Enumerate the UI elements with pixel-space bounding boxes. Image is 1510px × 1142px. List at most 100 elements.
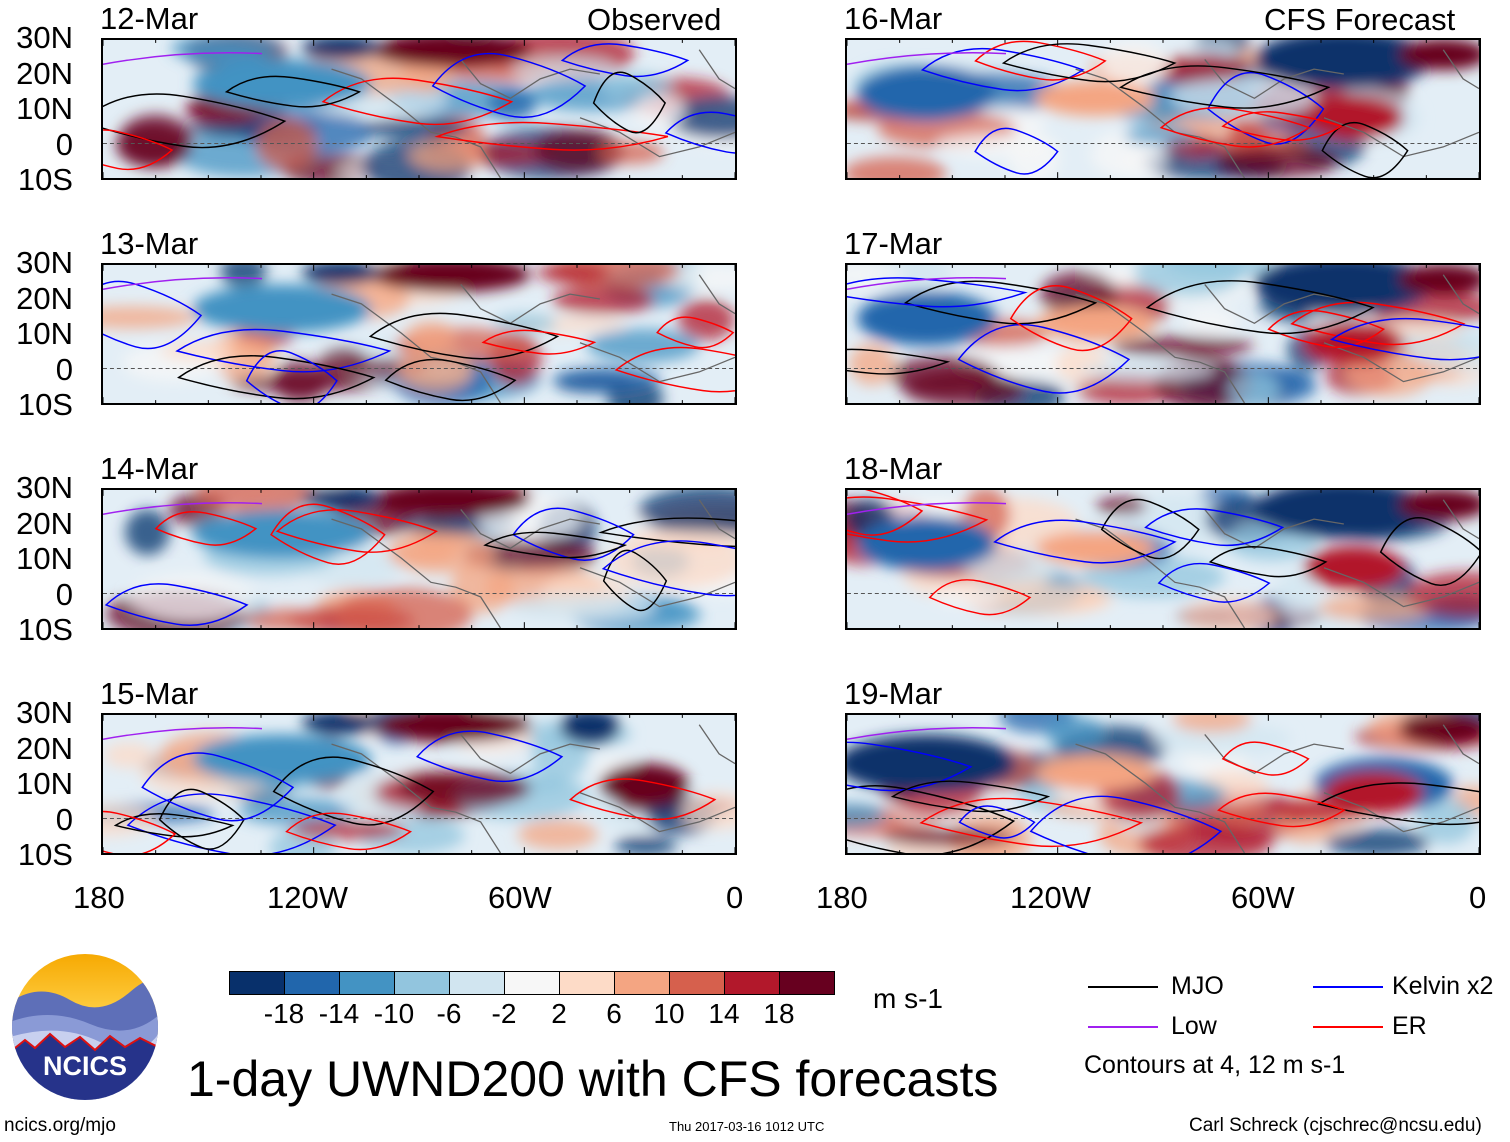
wind-anomaly-blob — [362, 117, 468, 139]
lat-label: 10N — [16, 316, 73, 351]
lat-label: 0 — [55, 801, 73, 837]
mjo-contour — [1208, 546, 1328, 578]
kelvin-contour — [958, 805, 1036, 839]
panel-date: 17-Mar — [844, 226, 943, 261]
wind-anomaly-blob — [220, 265, 267, 289]
panel-date: 16-Mar — [844, 1, 943, 36]
lat-label: 10S — [17, 837, 73, 872]
er-contour — [1290, 301, 1466, 346]
footer-url[interactable]: ncics.org/mjo — [4, 1115, 116, 1136]
mjo-contour — [1321, 121, 1409, 178]
panel-date: 12-Mar — [100, 1, 199, 36]
mjo-contour — [224, 75, 362, 108]
wind-anomaly-blob — [961, 549, 1066, 582]
mjo-contour — [903, 280, 1098, 325]
er-contour — [1159, 107, 1311, 148]
er-contour — [656, 316, 735, 349]
er-contour — [103, 810, 177, 853]
colorbar-tick-label: 6 — [606, 998, 622, 1029]
coastline — [331, 724, 735, 853]
low-contour — [103, 277, 263, 291]
low-contour — [847, 502, 1007, 516]
mjo-contour — [1316, 782, 1479, 826]
wind-anomaly-blob — [1325, 828, 1430, 853]
wind-anomaly-blob — [535, 265, 611, 284]
kelvin-contour — [103, 280, 203, 350]
er-contour — [847, 490, 924, 536]
wind-anomaly-blob — [680, 792, 735, 830]
kelvin-contour — [104, 583, 249, 626]
wind-anomaly-blob — [902, 370, 1023, 403]
map-panel-19-mar — [845, 713, 1481, 855]
er-contour — [1221, 111, 1344, 141]
lat-label: 30N — [16, 20, 73, 55]
lat-label: 30N — [16, 470, 73, 505]
wind-anomaly-blob — [1166, 265, 1277, 278]
wind-anomaly-blob — [405, 320, 456, 351]
wind-anomaly-blob — [256, 118, 316, 171]
wind-anomaly-blob — [1169, 76, 1317, 118]
wind-anomaly-blob — [1045, 715, 1105, 750]
mjo-contour — [1379, 517, 1479, 586]
footer-timestamp: Thu 2017-03-16 1012 UTC — [669, 1119, 825, 1134]
wind-anomaly-blob — [1417, 798, 1476, 844]
kelvin-contour — [175, 328, 392, 373]
wind-anomaly-blob — [125, 509, 170, 556]
coastline — [1075, 724, 1479, 853]
wind-anomaly-blob — [398, 347, 474, 393]
low-contour — [103, 502, 263, 516]
low-contour — [847, 277, 1007, 291]
wind-anomaly-blob — [1275, 570, 1319, 622]
colorbar-swatch — [725, 972, 780, 994]
wind-anomaly-blob — [170, 40, 281, 64]
lat-label: 20N — [16, 505, 73, 541]
low-line-swatch — [1088, 1026, 1158, 1028]
mjo-contour — [103, 93, 287, 149]
contour-note: Contours at 4, 12 m s-1 — [1084, 1051, 1346, 1079]
wind-anomaly-blob — [847, 802, 886, 828]
colorbar-tick-label: 14 — [708, 998, 740, 1029]
mjo-contour — [177, 355, 376, 400]
wind-anomaly-blob — [638, 490, 735, 537]
kelvin-contour — [431, 52, 587, 119]
kelvin-contour — [560, 43, 690, 78]
er-contour — [1217, 792, 1346, 828]
lon-label-right: 0 — [1469, 880, 1487, 915]
kelvin-contour — [141, 752, 295, 822]
kelvin-contour — [993, 519, 1177, 564]
er-line-swatch — [1313, 1026, 1383, 1028]
lat-label: 10S — [17, 612, 73, 647]
map-panel-13-mar — [101, 263, 737, 405]
legend-low: Low — [1171, 1012, 1217, 1040]
er-contour — [1009, 284, 1133, 352]
mjo-contour — [1001, 43, 1177, 83]
er-contour — [270, 503, 386, 565]
wind-anomaly-blob — [450, 562, 514, 614]
lat-label: 30N — [16, 245, 73, 280]
colorbar-tick-label: 2 — [551, 998, 567, 1029]
wind-anomaly-blob — [464, 537, 597, 574]
coastline — [331, 499, 735, 628]
wind-anomaly-blob — [1317, 595, 1432, 622]
wind-anomaly-blob — [586, 328, 700, 363]
kelvin-contour — [1157, 562, 1271, 603]
kelvin-contour — [512, 507, 635, 561]
er-contour — [847, 496, 989, 543]
wind-anomaly-blob — [493, 313, 557, 333]
er-contour — [569, 778, 717, 821]
wind-anomaly-blob — [847, 156, 947, 178]
lat-label: 10S — [17, 162, 73, 197]
forecast-header: CFS Forecast — [1264, 2, 1456, 37]
kelvin-contour — [601, 540, 735, 597]
wind-anomaly-blob — [103, 306, 198, 329]
mjo-line-swatch — [1088, 986, 1158, 988]
mjo-contour — [1100, 498, 1200, 560]
lat-label: 20N — [16, 280, 73, 316]
figure-title: 1-day UWND200 with CFS forecasts — [187, 1051, 999, 1107]
er-contour — [1221, 741, 1310, 776]
mjo-contour — [847, 785, 1016, 853]
mjo-contour — [272, 756, 435, 826]
wind-anomaly-blob — [883, 828, 1015, 847]
kelvin-contour — [1144, 508, 1285, 547]
mjo-contour — [1145, 280, 1375, 335]
